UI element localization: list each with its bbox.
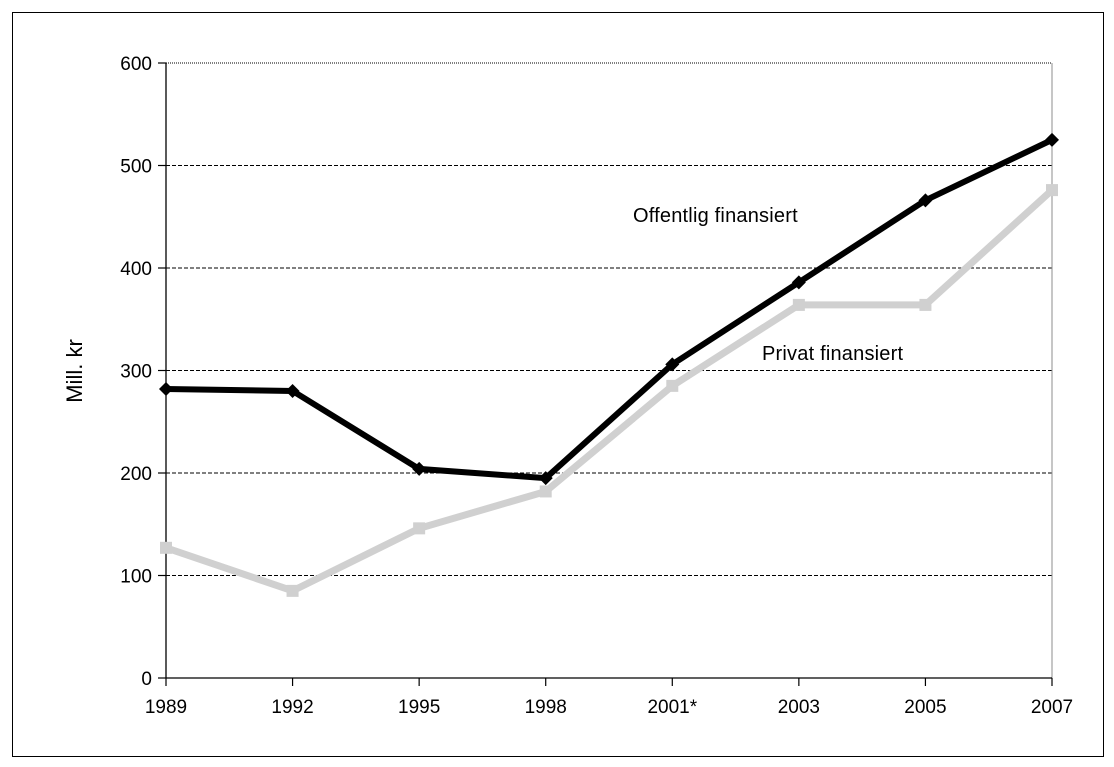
x-tick-label: 2005: [904, 697, 946, 718]
data-point-privat: [919, 298, 932, 311]
x-tick-label: 1992: [271, 697, 313, 718]
series-lines: [159, 132, 1059, 597]
gridlines: [166, 62, 1052, 576]
data-point-privat: [413, 522, 426, 535]
x-tick-labels: 1989 1992 1995 1998 2001* 2003 2005 2007: [145, 697, 1073, 718]
data-point-privat: [1046, 184, 1058, 197]
x-tick-label: 2001*: [647, 697, 697, 718]
y-tick-label: 0: [141, 669, 152, 690]
data-point-offentlig: [412, 461, 427, 476]
y-tick-label: 600: [120, 54, 152, 75]
data-point-offentlig: [791, 275, 806, 290]
y-tick-label: 300: [120, 362, 152, 383]
axes: [158, 62, 1053, 686]
y-tick-label: 200: [120, 464, 152, 485]
series-label-privat: Privat finansiert: [762, 343, 903, 365]
data-point-offentlig: [1045, 132, 1059, 147]
series-line-privat: [164, 187, 1055, 595]
data-point-privat: [539, 485, 552, 498]
data-point-privat: [160, 541, 172, 554]
data-point-offentlig: [665, 357, 680, 372]
data-point-offentlig: [285, 384, 300, 398]
data-point-privat: [666, 379, 679, 392]
x-tick-label: 2007: [1031, 697, 1073, 718]
data-point-privat: [286, 584, 299, 597]
x-tick-label: 1989: [145, 697, 187, 718]
series-line-offentlig: [165, 137, 1054, 482]
y-tick-label: 500: [120, 157, 152, 178]
data-point-offentlig: [538, 471, 553, 486]
x-tick-label: 2003: [778, 697, 820, 718]
y-tick-label: 100: [120, 567, 152, 588]
data-point-privat: [792, 298, 805, 311]
y-axis-label: Mill. kr: [62, 339, 87, 403]
data-point-offentlig: [159, 381, 173, 396]
data-point-offentlig: [918, 193, 933, 208]
y-tick-label: 400: [120, 259, 152, 280]
series-label-offentlig: Offentlig finansiert: [633, 205, 798, 227]
x-tick-label: 1995: [398, 697, 440, 718]
x-tick-label: 1998: [525, 697, 567, 718]
y-tick-labels: 0 100 200 300 400 500 600: [120, 54, 152, 690]
